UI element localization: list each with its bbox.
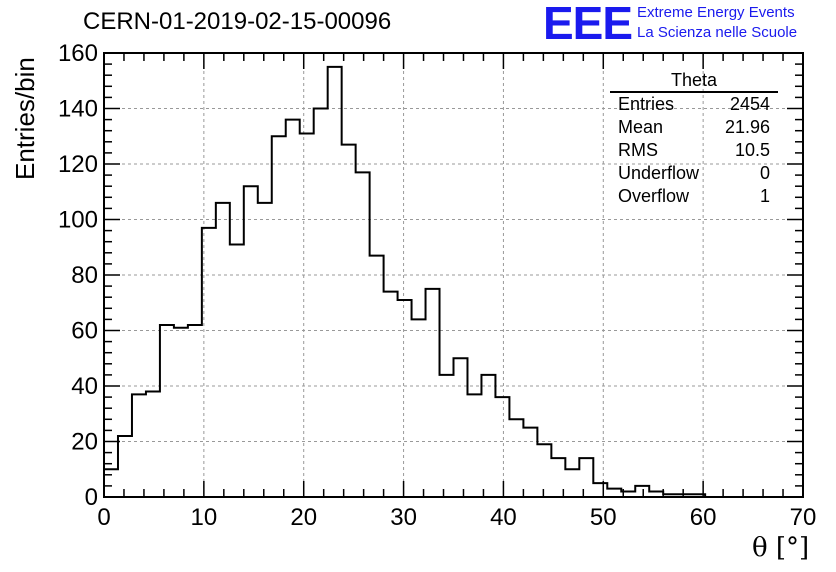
histogram-bars — [104, 65, 803, 498]
stats-value: 21.96 — [724, 117, 770, 137]
stats-row-overflow: Overflow 1 — [610, 185, 778, 208]
histogram-bin — [174, 328, 188, 497]
stats-label: Mean — [618, 117, 664, 137]
logo-caption: Extreme Energy Events La Scienza nelle S… — [637, 3, 797, 43]
histogram-bin — [537, 444, 551, 497]
stats-title: Theta — [610, 70, 778, 93]
histogram-bin — [244, 186, 258, 497]
stats-label: RMS — [618, 140, 658, 160]
y-tick-label: 40 — [71, 373, 98, 400]
x-tick-label: 20 — [290, 504, 317, 531]
x-tick-label: 10 — [191, 504, 218, 531]
histogram-bin — [188, 325, 202, 497]
y-tick-label: 0 — [85, 484, 98, 511]
histogram-bin — [384, 292, 398, 497]
histogram-bin — [426, 289, 440, 497]
histogram-bin — [495, 397, 509, 497]
stats-row-rms: RMS 10.5 — [610, 139, 778, 162]
x-tick-label: 30 — [390, 504, 417, 531]
stats-label: Entries — [618, 94, 675, 114]
x-tick-label: 70 — [790, 504, 817, 531]
grid-lines — [104, 53, 803, 497]
histogram-bin — [509, 419, 523, 497]
x-axis-label: θ [°] — [752, 533, 810, 563]
histogram-bin — [481, 375, 495, 497]
stats-label: Overflow — [618, 186, 690, 206]
stats-box: Theta Entries 2454 Mean 21.96 RMS 10.5 U… — [610, 70, 778, 208]
stats-value: 0 — [759, 163, 770, 183]
y-tick-label: 80 — [71, 262, 98, 289]
stats-value: 2454 — [729, 94, 770, 114]
histogram-bin — [454, 358, 468, 497]
logo-line-2: La Scienza nelle Scuole — [637, 24, 798, 41]
y-tick-label: 140 — [58, 96, 98, 123]
stats-row-entries: Entries 2454 — [610, 93, 778, 116]
y-tick-label: 60 — [71, 318, 98, 345]
histogram-bin — [286, 120, 300, 497]
y-tick-label: 160 — [58, 40, 98, 67]
histogram-bin — [412, 319, 426, 497]
histogram-bin — [314, 109, 328, 498]
axis-ticks — [103, 52, 804, 498]
histogram-bin — [593, 483, 607, 497]
stats-row-underflow: Underflow 0 — [610, 162, 778, 185]
stats-row-mean: Mean 21.96 — [610, 116, 778, 139]
histogram-bin — [356, 172, 370, 497]
logo-line-1: Extreme Energy Events — [637, 4, 795, 21]
histogram-bin — [607, 489, 621, 497]
histogram-bin — [328, 67, 342, 497]
histogram-bin — [565, 469, 579, 497]
histogram-bin — [523, 428, 537, 497]
histogram-bin — [118, 436, 132, 497]
histogram-bin — [272, 136, 286, 497]
histogram-bin — [440, 375, 454, 497]
stats-label: Underflow — [618, 163, 700, 183]
histogram-bin — [132, 394, 146, 497]
y-tick-label: 120 — [58, 151, 98, 178]
histogram-bin — [230, 244, 244, 497]
stats-value: 10.5 — [734, 140, 770, 160]
x-tick-label: 0 — [97, 504, 110, 531]
eee-logo: EEE — [543, 0, 633, 49]
histogram-bin — [579, 458, 593, 497]
histogram-bin — [635, 486, 649, 497]
histogram-bin — [146, 392, 160, 497]
histogram-bin — [467, 394, 481, 497]
x-tick-label: 60 — [690, 504, 717, 531]
run-title: CERN-01-2019-02-15-00096 — [83, 8, 392, 35]
histogram-bin — [258, 203, 272, 497]
histogram-bin — [370, 256, 384, 497]
y-axis-label: Entries/bin — [10, 57, 40, 180]
histogram-bin — [216, 203, 230, 497]
y-tick-label: 20 — [71, 429, 98, 456]
stats-value: 1 — [759, 186, 770, 206]
x-tick-label: 50 — [590, 504, 617, 531]
histogram-bin — [342, 145, 356, 497]
histogram-outline — [104, 65, 803, 498]
x-tick-label: 40 — [490, 504, 517, 531]
histogram-bin — [104, 469, 118, 497]
y-tick-label: 100 — [58, 207, 98, 234]
histogram-bin — [398, 300, 412, 497]
histogram-bin — [300, 133, 314, 497]
histogram-bin — [160, 325, 174, 497]
